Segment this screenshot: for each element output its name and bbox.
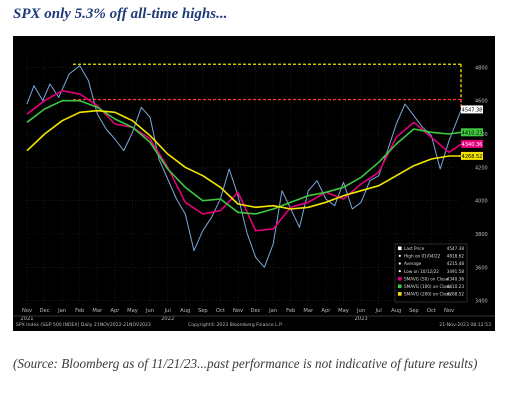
y-tick-label: 3400 (475, 299, 488, 305)
chart-canvas: 48004600440042004000380036003400 Nov2021… (13, 54, 495, 328)
spx-chart: 48004600440042004000380036003400 Nov2021… (13, 36, 495, 331)
page-title: SPX only 5.3% off all-time highs... (13, 6, 228, 22)
value-marker (461, 139, 483, 148)
x-tick-label: Nov (444, 308, 454, 314)
y-tick-label: 3800 (475, 232, 488, 238)
value-marker (461, 151, 483, 160)
legend-value: 4818.62 (447, 254, 465, 259)
x-tick-label: May (127, 308, 138, 314)
x-tick-label: Jan (268, 308, 277, 314)
x-tick-label: Aug (391, 308, 401, 314)
chart-legend: Last Price 4547.38 High on 01/04/22 4818.62… (394, 243, 468, 303)
x-year-label: 2022 (161, 316, 174, 322)
x-tick-label: Oct (216, 308, 225, 314)
legend-swatch (398, 276, 402, 281)
series-line-sma (26, 109, 462, 210)
x-tick-label: Jul (375, 308, 382, 314)
x-tick-label: Mar (92, 308, 103, 314)
value-markers: 4547.38 4410.23 4340.36 4268.52 (461, 105, 483, 160)
value-marker-label: 4410.23 (462, 130, 483, 136)
value-marker (461, 128, 483, 137)
y-tick-label: 3600 (475, 265, 488, 271)
value-marker-label: 4340.36 (462, 142, 483, 148)
x-tick-label: Feb (75, 308, 85, 314)
legend-label: Low on 10/12/22 (404, 269, 439, 274)
legend-value: 4410.23 (447, 284, 465, 289)
legend-value: 4215.48 (447, 261, 465, 266)
legend-dot (398, 270, 401, 273)
x-tick-label: Apr (110, 308, 120, 314)
legend-dot (398, 262, 401, 265)
legend-value: 4547.38 (447, 246, 465, 251)
legend-label: High on 01/04/22 (404, 254, 441, 259)
legend-value: 3491.58 (447, 269, 465, 274)
legend-value: 4268.52 (447, 292, 465, 297)
x-tick-label: Mar (303, 308, 314, 314)
x-tick-label: Sep (409, 308, 419, 314)
x-tick-label: Jun (356, 308, 365, 314)
value-marker-label: 4547.38 (462, 107, 483, 113)
x-tick-label: Aug (180, 308, 190, 314)
legend-label: Average (404, 261, 422, 266)
y-tick-label: 4200 (475, 165, 488, 171)
y-tick-label: 4600 (475, 99, 488, 105)
footer-copyright-text: Copyright© 2023 Bloomberg Finance L.P. (188, 321, 283, 328)
x-tick-label: May (338, 308, 349, 314)
x-tick-label: Sep (198, 308, 208, 314)
legend-box (394, 243, 468, 303)
legend-swatch (398, 284, 402, 289)
footer-left-text: SPX Index (S&P 500 INDEX) Daily 21NOV202… (16, 322, 151, 328)
x-tick-label: Feb (286, 308, 296, 314)
reference-lines (73, 63, 462, 110)
x-tick-label: Jul (164, 308, 171, 314)
footer-timestamp-text: 21-Nov-2023 08:12:53 (439, 322, 491, 328)
x-tick-label: Apr (321, 308, 331, 314)
value-marker-label: 4268.52 (462, 154, 483, 160)
legend-label: Last Price (404, 246, 425, 251)
legend-value: 4340.36 (447, 276, 465, 281)
value-marker (461, 105, 483, 114)
x-axis-labels: Nov 2021 Dec Jan Feb Mar Apr May Jun Jul 2022 Aug Se… (20, 308, 454, 322)
x-tick-label: Dec (40, 308, 50, 314)
legend-label: SMAVG (50) on Close (404, 276, 449, 281)
series-line-sma (26, 99, 462, 215)
x-tick-label: Nov (22, 308, 32, 314)
legend-swatch (398, 246, 402, 251)
chart-series (26, 65, 462, 268)
source-caption: (Source: Bloomberg as of 11/21/23...past… (13, 356, 478, 371)
legend-label: SMAVG (200) on Close (404, 292, 451, 297)
x-tick-label: Jan (57, 308, 66, 314)
y-tick-label: 4000 (475, 199, 488, 205)
legend-label: SMAVG (100) on Close (404, 284, 451, 289)
x-tick-label: Dec (251, 308, 261, 314)
legend-dot (398, 254, 401, 257)
x-tick-label: Oct (427, 308, 436, 314)
x-year-label: 2021 (20, 316, 33, 322)
x-year-label: 2023 (354, 316, 367, 322)
legend-swatch (398, 292, 402, 296)
y-tick-label: 4800 (475, 65, 488, 71)
x-tick-label: Jun (145, 308, 154, 314)
y-axis-labels: 48004600440042004000380036003400 (475, 65, 488, 304)
x-tick-label: Nov (233, 308, 243, 314)
